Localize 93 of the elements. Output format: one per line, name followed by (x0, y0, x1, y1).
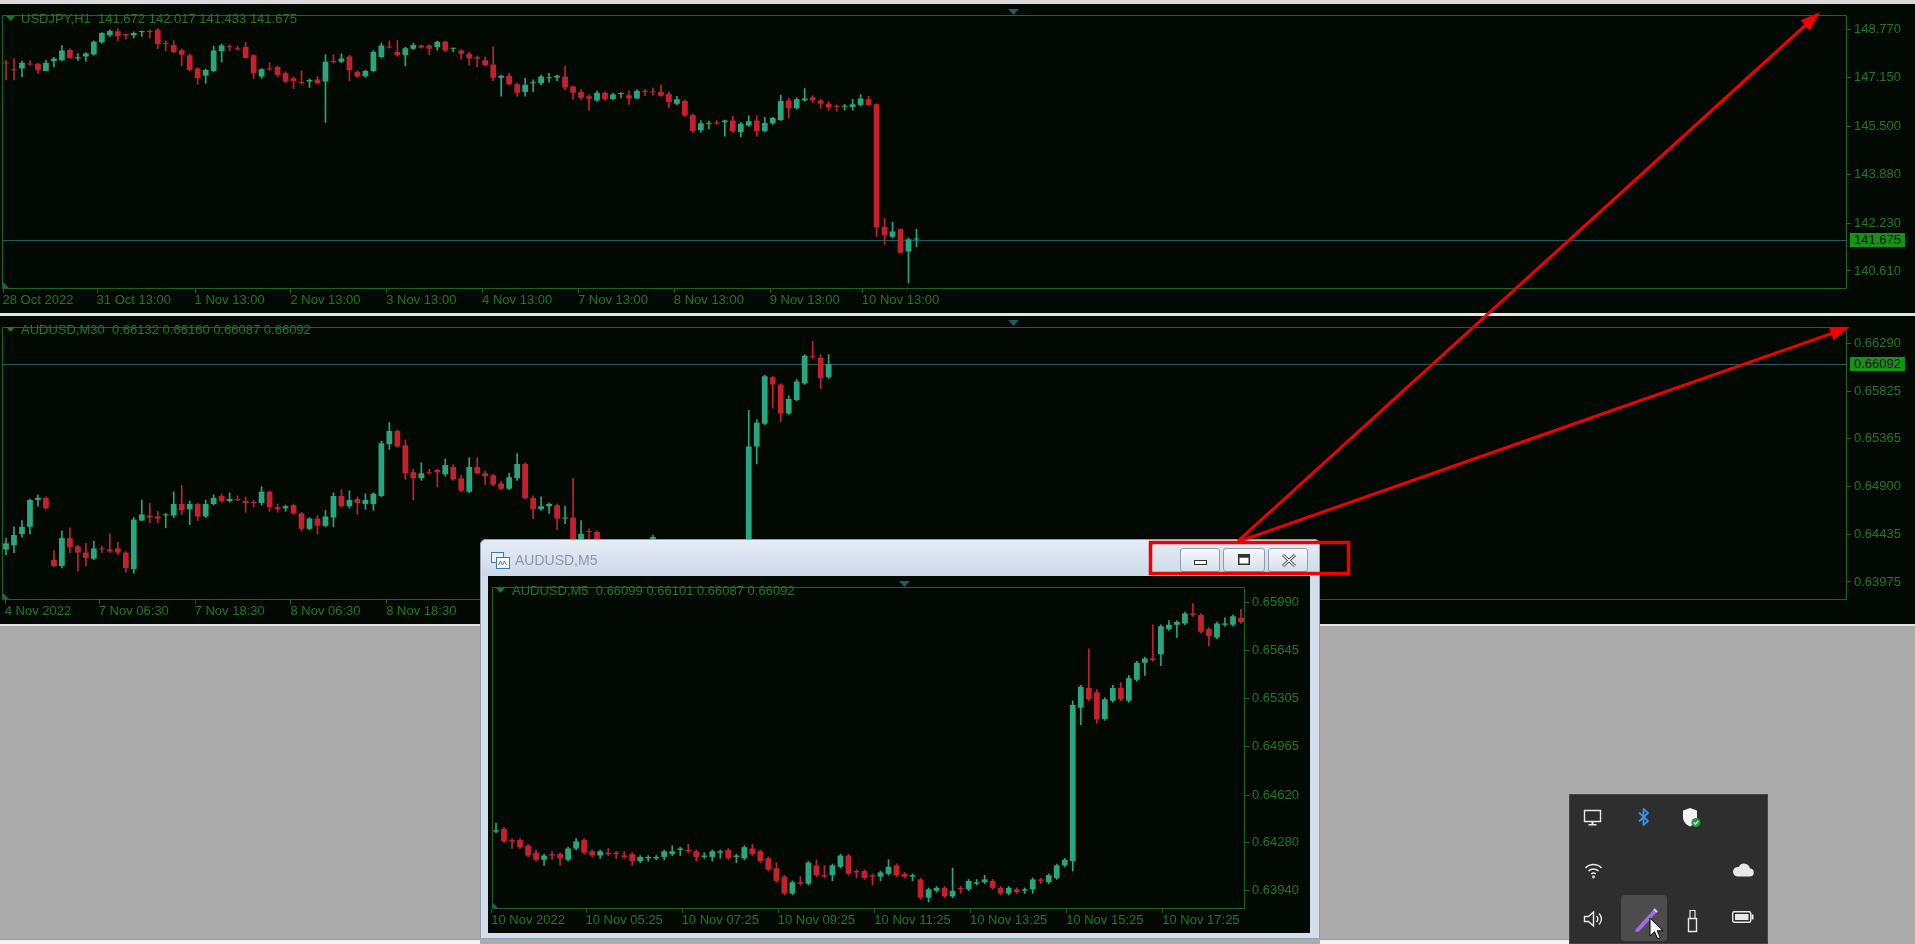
y-tick-label: 0.64965 (1252, 738, 1299, 754)
candlestick (1174, 620, 1180, 638)
candlestick (426, 468, 433, 475)
y-tick-label: 140.610 (1854, 262, 1901, 278)
x-tick-label: 8 Nov 18:30 (386, 603, 457, 619)
candlestick (1141, 656, 1148, 676)
x-tick-label: 28 Oct 2022 (2, 292, 74, 308)
candlestick (809, 340, 816, 360)
x-tick-label: 10 Nov 13:00 (861, 292, 940, 308)
y-tick-label: 145.500 (1854, 118, 1901, 134)
x-tick-label: 3 Nov 13:00 (386, 292, 457, 308)
x-tick-label: 7 Nov 13:00 (577, 292, 649, 308)
x-tick-label: 7 Nov 18:30 (194, 603, 265, 619)
candlestick (27, 60, 33, 66)
candlestick (493, 822, 499, 834)
candlestick (530, 79, 537, 93)
candlestick (162, 40, 169, 52)
candlestick (75, 53, 81, 61)
candlestick (1085, 648, 1092, 702)
candlestick (154, 511, 161, 524)
candlestick (3, 59, 9, 81)
candlestick (713, 120, 720, 125)
x-tick-label: 31 Oct 13:00 (96, 292, 172, 308)
x-tick-label: 10 Nov 17:25 (1162, 912, 1240, 928)
y-tick-label: 0.64900 (1854, 478, 1901, 494)
y-tick-label: 0.64280 (1252, 834, 1299, 850)
x-tick-label: 8 Nov 13:00 (673, 292, 744, 308)
candlestick (586, 94, 592, 111)
y-tick-label: 143.880 (1854, 165, 1901, 181)
candlestick (626, 90, 632, 105)
candlestick (474, 55, 481, 68)
candlestick (618, 92, 624, 99)
y-tick-label: 142.230 (1854, 214, 1901, 230)
candlestick (769, 375, 776, 409)
x-tick-label: 2 Nov 13:00 (290, 292, 361, 308)
candlestick (801, 88, 808, 102)
candlestick (146, 29, 153, 39)
x-tick-label: 1 Nov 13:00 (194, 292, 265, 308)
candlestick (482, 470, 489, 485)
x-tick-label: 10 Nov 13:25 (970, 912, 1048, 928)
candlestick (562, 505, 568, 525)
candlestick (138, 30, 145, 37)
candlestick (186, 500, 193, 526)
x-tick-label: 10 Nov 07:25 (681, 912, 759, 928)
y-tick-label: 0.66290 (1854, 334, 1901, 350)
candlestick (146, 502, 153, 524)
candlestick (1238, 608, 1244, 624)
candlestick (35, 494, 41, 507)
candlestick (717, 849, 724, 859)
x-tick-label: 10 Nov 05:25 (585, 912, 663, 928)
x-tick-label: 8 Nov 06:30 (290, 603, 361, 619)
ref-line-label: 141.675 (1854, 232, 1901, 248)
x-tick-label: 10 Nov 09:25 (777, 912, 856, 928)
candlestick (546, 502, 552, 514)
x-tick-label: 10 Nov 15:25 (1066, 912, 1144, 928)
candlestick (546, 72, 552, 83)
candlestick (11, 58, 17, 81)
x-tick-label: 4 Nov 13:00 (482, 292, 553, 308)
candlestick (586, 528, 592, 540)
candlestick (458, 49, 465, 60)
candlestick (557, 852, 563, 866)
y-tick-label: 0.63975 (1854, 573, 1901, 589)
y-tick-label: 148.770 (1854, 21, 1901, 37)
y-tick-label: 147.150 (1854, 69, 1901, 85)
candlestick (162, 513, 169, 529)
x-tick-label: 9 Nov 13:00 (769, 292, 840, 308)
x-tick-label: 4 Nov 2022 (4, 603, 72, 619)
ref-line-label: 0.66092 (1854, 356, 1901, 372)
y-tick-label: 0.65825 (1854, 382, 1901, 398)
x-tick-label: 10 Nov 11:25 (874, 912, 951, 928)
y-tick-label: 0.64435 (1854, 526, 1901, 542)
y-tick-label: 0.65305 (1252, 690, 1299, 706)
y-tick-label: 0.64620 (1252, 786, 1299, 802)
candlestick (82, 542, 89, 567)
candlestick (178, 485, 185, 515)
annotation: AUDUSD,M5 (515, 552, 598, 568)
y-tick-label: 0.65645 (1252, 642, 1299, 658)
candlestick (98, 546, 105, 553)
candlestick (106, 533, 113, 553)
candlestick (650, 87, 656, 96)
y-tick-label: 0.63940 (1252, 882, 1299, 898)
candlestick (669, 845, 676, 856)
y-tick-label: 0.65990 (1252, 593, 1299, 609)
candlestick (549, 850, 555, 861)
y-tick-label: 0.65365 (1854, 430, 1901, 446)
candlestick (538, 496, 544, 511)
x-tick-label: 7 Nov 06:30 (98, 603, 169, 619)
candlestick (434, 468, 441, 487)
candlestick (498, 74, 505, 97)
candlestick (1222, 617, 1228, 627)
candlestick (658, 84, 664, 97)
candlestick (705, 120, 712, 130)
x-tick-label: 10 Nov 2022 (491, 912, 565, 928)
